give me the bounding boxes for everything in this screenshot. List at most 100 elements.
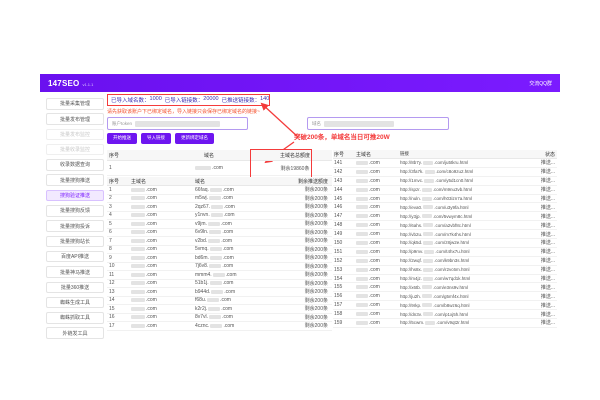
sidebar-item[interactable]: 批量收录监控 xyxy=(46,143,104,156)
redacted-domain xyxy=(209,264,222,269)
sidebar-item[interactable]: 批量360推送 xyxy=(46,281,104,294)
sidebar-item-label: 批量搜狗站长 xyxy=(59,238,90,245)
sidebar-item[interactable]: 批量搜狗反馈 xyxy=(46,205,104,217)
sidebar-item[interactable]: 批量搜狗投诉 xyxy=(46,220,104,232)
cell-link: http://nuln. .com/h03izn7a.html xyxy=(400,196,473,201)
cell-main-domain: .com xyxy=(356,196,400,202)
redacted-domain xyxy=(209,196,222,201)
cell-main-domain: .com xyxy=(131,323,195,329)
sidebar-item[interactable]: 批量发布管理 xyxy=(46,113,104,125)
table-row: 6 .com 6v9ln. .com 剩余200条 xyxy=(107,229,332,237)
cell-status: 推送... xyxy=(540,222,555,229)
sidebar-item[interactable]: 蜘蛛抓取工具 xyxy=(46,312,104,324)
sidebar-item[interactable]: 蜘蛛生成工具 xyxy=(46,296,104,309)
redacted-token-value xyxy=(135,120,221,127)
table-row: 4 .com y1nvn. .com 剩余200条 xyxy=(107,212,332,220)
import-links-button[interactable]: 导入链接 xyxy=(141,133,171,144)
cell-main-domain: .com xyxy=(131,272,195,278)
table-row: 5 .com v9jm. .com 剩余200条 xyxy=(107,220,332,229)
pushed-links-table: 序号 主域名 链接 状态 141 .com http://8b7y. .com/j… xyxy=(333,150,557,328)
redacted-domain xyxy=(356,187,368,192)
cell-status: 推送... xyxy=(540,196,555,202)
hint-text: 请先获取该账户下已绑定域名，导入链接只会保存已绑定域名的链接~ xyxy=(107,109,260,115)
annotation-text: 突破200条，单域名当日可推20W xyxy=(294,134,390,141)
table-row: 151 .com http://p9mv. .com/t4hx7u.html 推送… xyxy=(333,248,557,257)
cell-main-domain: .com xyxy=(356,276,400,282)
sidebar-item[interactable]: 批量采集管理 xyxy=(46,98,104,110)
redacted-domain xyxy=(131,255,145,260)
cell-no: 143 xyxy=(334,177,343,184)
table-row: 12 .com 51b1j. .com 剩余200条 xyxy=(107,280,332,288)
cell-main-domain: .com xyxy=(356,284,400,290)
brand-logo: 147SEO xyxy=(48,78,80,88)
sidebar-item[interactable]: 批量神马推送 xyxy=(46,266,104,278)
redacted-domain xyxy=(356,169,368,174)
redacted-domain xyxy=(131,315,145,320)
sidebar-item-label: 批量360推送 xyxy=(60,284,90,291)
table-row: 153 .com http://hs8x. .com/r2vc6m.html 推送… xyxy=(333,266,557,275)
token-input[interactable]: 账户token xyxy=(107,117,248,130)
redacted-domain xyxy=(131,230,145,235)
redacted-domain xyxy=(131,281,145,286)
redacted-domain xyxy=(211,204,224,209)
start-push-button[interactable]: 开始推送 xyxy=(107,133,137,144)
redacted-domain xyxy=(131,187,145,192)
sidebar-item[interactable]: 百度API推送 xyxy=(46,250,104,263)
domain-input[interactable]: 域名 xyxy=(307,117,449,130)
cell-link: http://2wqf. .com/k9bn3s.html xyxy=(400,258,470,264)
cell-main-domain: .com xyxy=(131,187,195,193)
sidebar-item[interactable]: 批量搜狗站长 xyxy=(46,235,104,248)
cell-remaining-quota: 剩余200条 xyxy=(304,212,328,219)
cell-no: 150 xyxy=(334,239,343,246)
cell-status: 推送... xyxy=(540,169,555,176)
sidebar-item-label: 批量收录监控 xyxy=(59,147,90,154)
cell-status: 推送... xyxy=(540,284,555,291)
sidebar-item-label: 百度API推送 xyxy=(60,254,90,261)
cell-main-domain: .com xyxy=(131,297,195,303)
import-stats-bar: 已导入域名数： 1000 已导入链接数： 20000 已推送链接数： 140 xyxy=(107,94,270,106)
cell-remaining-quota: 剩余200条 xyxy=(304,187,328,194)
subdomain-quota-table: 序号 主域名 域名 剩余推送额度 1 .com 66faq. .com 剩余200… xyxy=(107,177,332,331)
stat-item: 已导入链接数： 20000 xyxy=(165,96,219,104)
redacted-domain xyxy=(208,306,221,311)
qq-group-link[interactable]: 交流QQ群 xyxy=(529,80,552,87)
cell-remaining-quota: 剩余200条 xyxy=(304,289,328,296)
sidebar-item[interactable]: 批量搜狗推送 xyxy=(46,174,104,186)
cell-status: 推送... xyxy=(540,311,555,318)
cell-domain: m5wj. .com xyxy=(195,195,233,202)
cell-no: 7 xyxy=(109,237,112,244)
cell-status: 推送... xyxy=(540,302,555,309)
cell-main-domain: .com xyxy=(131,246,195,252)
table-row: 8 .com 5vmq. .com 剩余200条 xyxy=(107,246,332,254)
sidebar-item[interactable]: 收录数据查询 xyxy=(46,159,104,171)
cell-main-domain: .com xyxy=(356,160,400,166)
sidebar-item[interactable]: 外链发工具 xyxy=(46,327,104,339)
redacted-link-part xyxy=(423,223,434,228)
cell-remaining-quota: 剩余200条 xyxy=(304,314,328,321)
cell-main-domain: .com xyxy=(131,314,195,320)
stat-item: 已导入域名数： 1000 xyxy=(111,96,162,104)
sidebar-item-label: 收录数据查询 xyxy=(59,162,90,169)
cell-main-domain: .com xyxy=(356,258,400,264)
redacted-link-part xyxy=(421,187,432,192)
cell-no: 149 xyxy=(334,231,343,238)
cell-main-domain: .com xyxy=(356,302,400,308)
sidebar-item-label: 批量搜狗推送 xyxy=(59,177,90,184)
redacted-link-part xyxy=(424,169,435,174)
table-header-row: 序号 域名 主域名总额度 xyxy=(107,150,332,161)
cell-domain: 8v7vl. .com xyxy=(195,314,233,321)
sidebar-item-label: 外链发工具 xyxy=(62,330,88,337)
cell-main-domain: .com xyxy=(356,213,400,219)
cell-status: 推送... xyxy=(540,204,555,211)
col-domain: 域名 xyxy=(203,152,214,159)
cell-status: 推送... xyxy=(540,320,555,327)
col-no: 序号 xyxy=(109,178,120,185)
sidebar-item[interactable]: 搜狗验证推送 xyxy=(46,189,104,202)
cell-main-domain: .com xyxy=(131,306,195,312)
cell-link: http://hs8x. .com/r2vc6m.html xyxy=(400,267,470,273)
sidebar-item[interactable]: 批量发布监控 xyxy=(46,128,104,141)
redacted-link-part xyxy=(422,303,433,308)
refresh-bound-domains-button[interactable]: 更新绑定域名 xyxy=(175,133,214,144)
redacted-domain xyxy=(356,303,368,308)
cell-domain: 51b1j. .com xyxy=(195,280,234,287)
